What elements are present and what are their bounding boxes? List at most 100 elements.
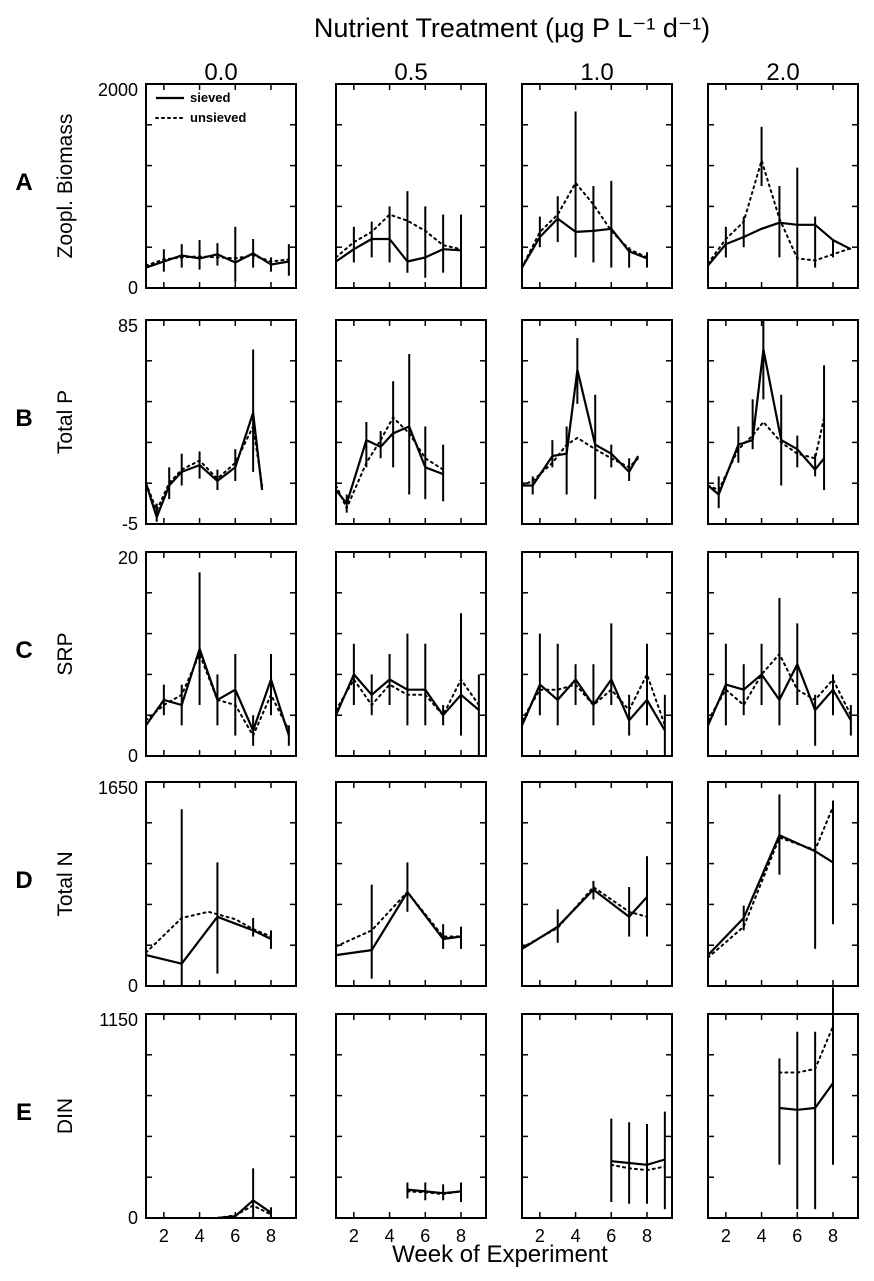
series-unsieved-line [216, 1204, 272, 1219]
row-letter-A: A [15, 169, 32, 196]
x-tick-label: 4 [195, 1226, 205, 1246]
series-unsieved-line [145, 423, 264, 513]
figure-title: Nutrient Treatment (µg P L⁻¹ d⁻¹) [314, 13, 710, 43]
panel-frame [521, 83, 673, 289]
y-axis-label-B: Total P [54, 390, 77, 454]
panel-E-0: 2 4 6 8 [145, 1013, 297, 1246]
panel-C-2 [520, 551, 673, 757]
series-sieved-line [335, 425, 444, 505]
column-title-3: 2.0 [766, 59, 799, 86]
panel-C-3 [706, 551, 859, 757]
row-letter-C: C [15, 637, 32, 664]
y-tick-label: 20 [118, 548, 138, 568]
panel-A-1 [335, 83, 487, 289]
x-tick-label: 6 [230, 1226, 240, 1246]
series-sieved-line [335, 890, 462, 957]
series-unsieved-line [335, 677, 480, 717]
x-tick-label: 8 [642, 1226, 652, 1246]
x-tick-label: 8 [828, 1226, 838, 1246]
series-unsieved-line [707, 652, 852, 722]
series-sieved-line [707, 221, 852, 267]
panel-frame [707, 83, 859, 289]
column-title-0: 0.0 [204, 59, 237, 86]
series-sieved-line [522, 368, 640, 487]
x-tick-label: 2 [535, 1226, 545, 1246]
legend-sieved-label: sieved [190, 90, 231, 105]
panel-E-3: 2 4 6 8 [707, 987, 859, 1246]
series-sieved-line [707, 834, 834, 956]
y-tick-label: -5 [122, 514, 138, 534]
series-unsieved-line [610, 1163, 666, 1172]
panel-frame [145, 551, 297, 757]
series-sieved-line [145, 915, 272, 965]
panel-A-3 [707, 83, 859, 289]
panel-B-3 [707, 319, 859, 525]
y-tick-label: 1650 [98, 778, 138, 798]
series-sieved-line [521, 217, 648, 269]
series-sieved-line [706, 663, 852, 726]
series-sieved-line [779, 1082, 834, 1111]
y-axis-label-A: Zoopl. Biomass [54, 114, 77, 259]
series-sieved-line [611, 1158, 666, 1166]
panel-frame [707, 781, 859, 987]
panel-frame [521, 551, 673, 757]
series-sieved-line [145, 252, 290, 269]
series-sieved-line [145, 647, 290, 736]
series-unsieved-line [145, 910, 272, 954]
series-unsieved-line [707, 157, 852, 265]
x-tick-label: 2 [721, 1226, 731, 1246]
panel-B-2 [521, 319, 673, 525]
panel-frame [707, 551, 859, 757]
series-sieved-line [407, 1188, 462, 1195]
panel-frame [145, 83, 297, 289]
series-sieved-line [707, 348, 825, 496]
panel-D-0 [145, 781, 297, 987]
y-axis-label-D: Total N [54, 851, 77, 916]
panel-frame [335, 1013, 487, 1219]
series-sieved-line [334, 673, 480, 717]
series-sieved-line [217, 1199, 272, 1220]
panel-frame [145, 1013, 297, 1219]
row-letter-D: D [15, 867, 32, 894]
y-tick-label: 0 [128, 1208, 138, 1228]
panel-E-1: 2 4 6 8 [335, 1013, 487, 1246]
column-title-1: 0.5 [394, 59, 427, 86]
y-tick-label: 2000 [98, 80, 138, 100]
y-tick-label: 0 [128, 278, 138, 298]
x-tick-label: 6 [792, 1226, 802, 1246]
x-tick-label: 8 [266, 1226, 276, 1246]
x-tick-label: 2 [159, 1226, 169, 1246]
panel-frame [521, 319, 673, 525]
x-tick-label: 6 [606, 1226, 616, 1246]
y-tick-label: 0 [128, 746, 138, 766]
row-letter-B: B [15, 405, 32, 432]
y-axis-label-E: DIN [54, 1098, 77, 1134]
panel-frame [145, 319, 297, 525]
panel-C-1 [334, 551, 487, 757]
legend-unsieved-label: unsieved [190, 110, 246, 125]
row-letter-E: E [16, 1099, 32, 1126]
panel-frame [521, 1013, 673, 1219]
panel-D-1 [335, 781, 487, 987]
panel-C-0 [145, 551, 297, 757]
series-unsieved-line [335, 213, 462, 259]
panel-frame [145, 781, 297, 987]
panel-frame [335, 551, 487, 757]
panel-E-2: 2 4 6 8 [521, 1013, 673, 1246]
column-title-2: 1.0 [580, 59, 613, 86]
x-tick-label: 4 [571, 1226, 581, 1246]
panel-frame [707, 1013, 859, 1219]
series-unsieved-line [521, 885, 648, 949]
y-tick-label: 85 [118, 316, 138, 336]
panel-D-2 [521, 781, 673, 987]
series-unsieved-line [521, 436, 640, 487]
panel-A-0: sieved unsieved [145, 83, 297, 289]
series-sieved-line [335, 237, 462, 263]
series-sieved-line [520, 678, 666, 732]
x-tick-label: 6 [420, 1226, 430, 1246]
panel-frame [521, 781, 673, 987]
panel-frame [335, 781, 487, 987]
y-tick-label: 0 [128, 976, 138, 996]
